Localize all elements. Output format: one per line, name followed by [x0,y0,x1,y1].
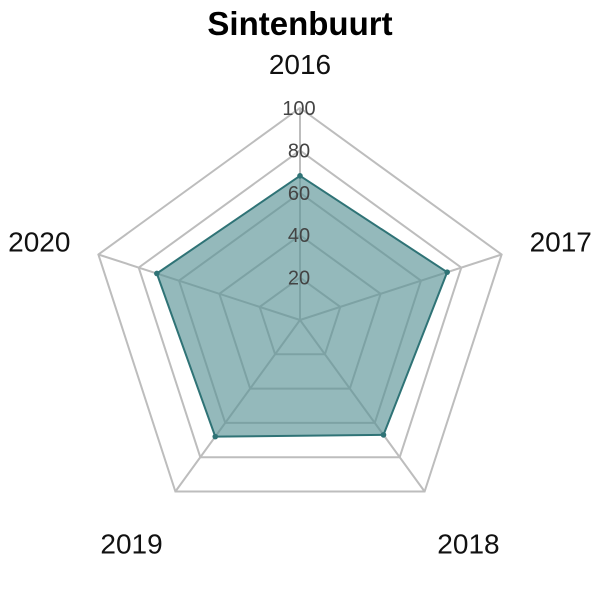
tick-label-40: 40 [288,225,310,247]
chart-title: Sintenbuurt [207,5,392,42]
axis-label-2018: 2018 [437,528,499,559]
axis-label-2016: 2016 [269,49,331,80]
grid-ring-80 [137,149,463,459]
data-point-2016 [297,173,303,179]
data-point-2019 [212,433,219,440]
tick-label-100: 100 [282,98,315,120]
axis-label-2020: 2020 [8,227,70,258]
axis-label-layer: 2016 2017 2018 2019 2020 [8,49,592,559]
data-point-2017 [444,269,450,275]
series-layer [154,173,450,440]
tick-label-60: 60 [288,183,310,205]
tick-layer: 20 40 60 80 100 [282,98,315,290]
axis-label-2019: 2019 [100,528,162,559]
data-point-2020 [154,270,160,277]
axis-label-2017: 2017 [530,227,592,258]
series-area-0 [155,174,449,438]
grid-ring-100 [97,106,503,493]
tick-label-20: 20 [288,268,310,290]
tick-label-80: 80 [288,140,310,162]
data-point-2018 [380,432,387,438]
